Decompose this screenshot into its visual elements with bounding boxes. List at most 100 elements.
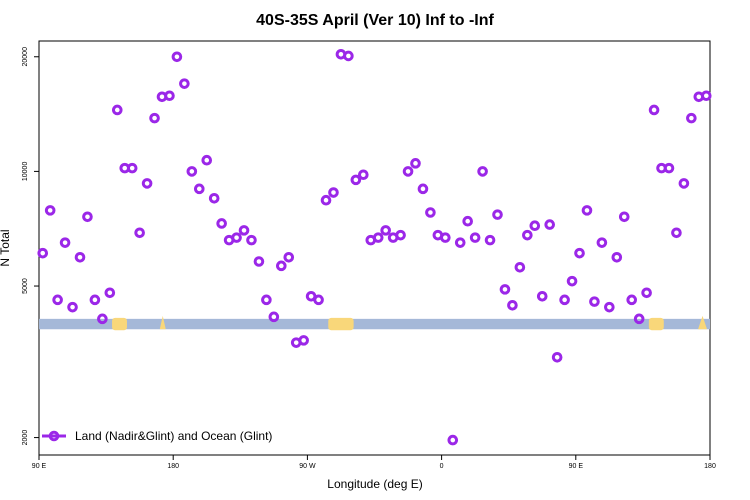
y-axis: 2000 5000 10000 20000: [22, 47, 39, 445]
data-point: [313, 294, 324, 306]
legend: Land (Nadir&Glint) and Ocean (Glint): [42, 429, 272, 443]
data-point: [74, 251, 86, 263]
data-point: [201, 154, 213, 166]
data-point: [581, 205, 593, 216]
data-point: [700, 90, 712, 102]
data-point: [298, 335, 309, 346]
data-point: [559, 294, 570, 306]
data-point: [544, 219, 556, 230]
data-point: [574, 247, 585, 259]
x-tick-label: 180: [704, 463, 716, 470]
data-point: [253, 256, 265, 267]
data-point: [641, 287, 652, 299]
data-point: [276, 260, 287, 272]
data-point: [372, 232, 384, 243]
data-point: [246, 234, 257, 246]
chart-title: 40S-35S April (Ver 10) Inf to -Inf: [256, 12, 494, 29]
data-point: [261, 294, 272, 306]
data-point: [141, 178, 153, 189]
data-point: [671, 227, 682, 239]
land-patch: [698, 315, 708, 330]
data-point: [514, 261, 526, 273]
data-point: [663, 162, 675, 174]
data-point: [440, 232, 451, 243]
legend-swatch-marker: [48, 430, 60, 442]
data-point: [350, 174, 362, 186]
data-point: [238, 225, 250, 236]
data-point: [447, 434, 459, 446]
data-point: [171, 51, 183, 63]
data-point: [164, 90, 175, 102]
x-axis: 90 E 180 90 W 0 90 E 180: [32, 455, 716, 470]
data-point: [522, 229, 533, 241]
data-point: [111, 104, 123, 116]
data-point: [529, 220, 541, 232]
data-point: [149, 112, 160, 124]
data-point: [648, 104, 660, 116]
data-point: [82, 211, 93, 223]
y-tick-label: 2000: [22, 430, 29, 446]
data-point: [343, 50, 354, 62]
data-point: [507, 300, 518, 311]
data-point: [52, 294, 63, 306]
legend-label: Land (Nadir&Glint) and Ocean (Glint): [75, 429, 272, 443]
x-tick-label: 90 W: [299, 463, 316, 470]
land-patch: [648, 317, 664, 331]
data-point: [633, 313, 645, 325]
data-point: [417, 183, 429, 195]
y-axis-title: N Total: [0, 229, 12, 266]
y-tick-label: 20000: [22, 47, 29, 67]
data-point: [186, 166, 198, 177]
data-point: [589, 296, 600, 307]
data-point: [59, 237, 71, 248]
data-point: [44, 205, 56, 216]
data-point: [678, 178, 690, 189]
data-point: [193, 183, 205, 195]
y-tick-label: 10000: [22, 162, 29, 182]
data-point: [97, 313, 108, 325]
data-point: [551, 351, 563, 363]
data-point: [395, 229, 406, 241]
y-tick-label: 5000: [22, 278, 29, 294]
data-point: [618, 211, 630, 223]
data-point: [208, 192, 220, 204]
x-tick-label: 180: [167, 463, 179, 470]
data-point: [358, 169, 369, 181]
land-patch: [328, 317, 354, 331]
data-point: [380, 225, 391, 236]
x-tick-label: 90 E: [569, 463, 584, 470]
data-point: [686, 112, 697, 124]
x-axis-title: Longitude (deg E): [327, 477, 422, 491]
data-point: [67, 301, 78, 313]
data-point: [454, 237, 466, 248]
data-point: [410, 158, 421, 169]
data-point: [89, 294, 101, 306]
plot-area-frame: [38, 40, 711, 456]
data-point: [231, 232, 242, 243]
land-layer: [39, 315, 710, 331]
data-point: [104, 287, 116, 299]
land-band: [39, 318, 710, 330]
data-point: [566, 275, 578, 287]
data-point: [492, 209, 503, 220]
data-point: [596, 237, 608, 248]
data-point: [320, 194, 332, 206]
data-point: [425, 207, 436, 218]
series-layer: [37, 49, 712, 446]
data-point: [484, 234, 496, 246]
data-point: [499, 284, 511, 295]
data-point: [402, 166, 414, 177]
data-point: [604, 301, 615, 313]
data-point: [179, 78, 190, 89]
land-patch: [112, 317, 127, 331]
data-point: [626, 294, 638, 306]
x-tick-label: 90 E: [32, 463, 47, 470]
data-point: [126, 162, 138, 174]
data-point: [37, 247, 49, 259]
data-point: [283, 251, 295, 263]
data-point: [462, 215, 473, 227]
data-point: [328, 187, 339, 198]
data-point: [469, 232, 481, 243]
data-point: [216, 218, 227, 229]
